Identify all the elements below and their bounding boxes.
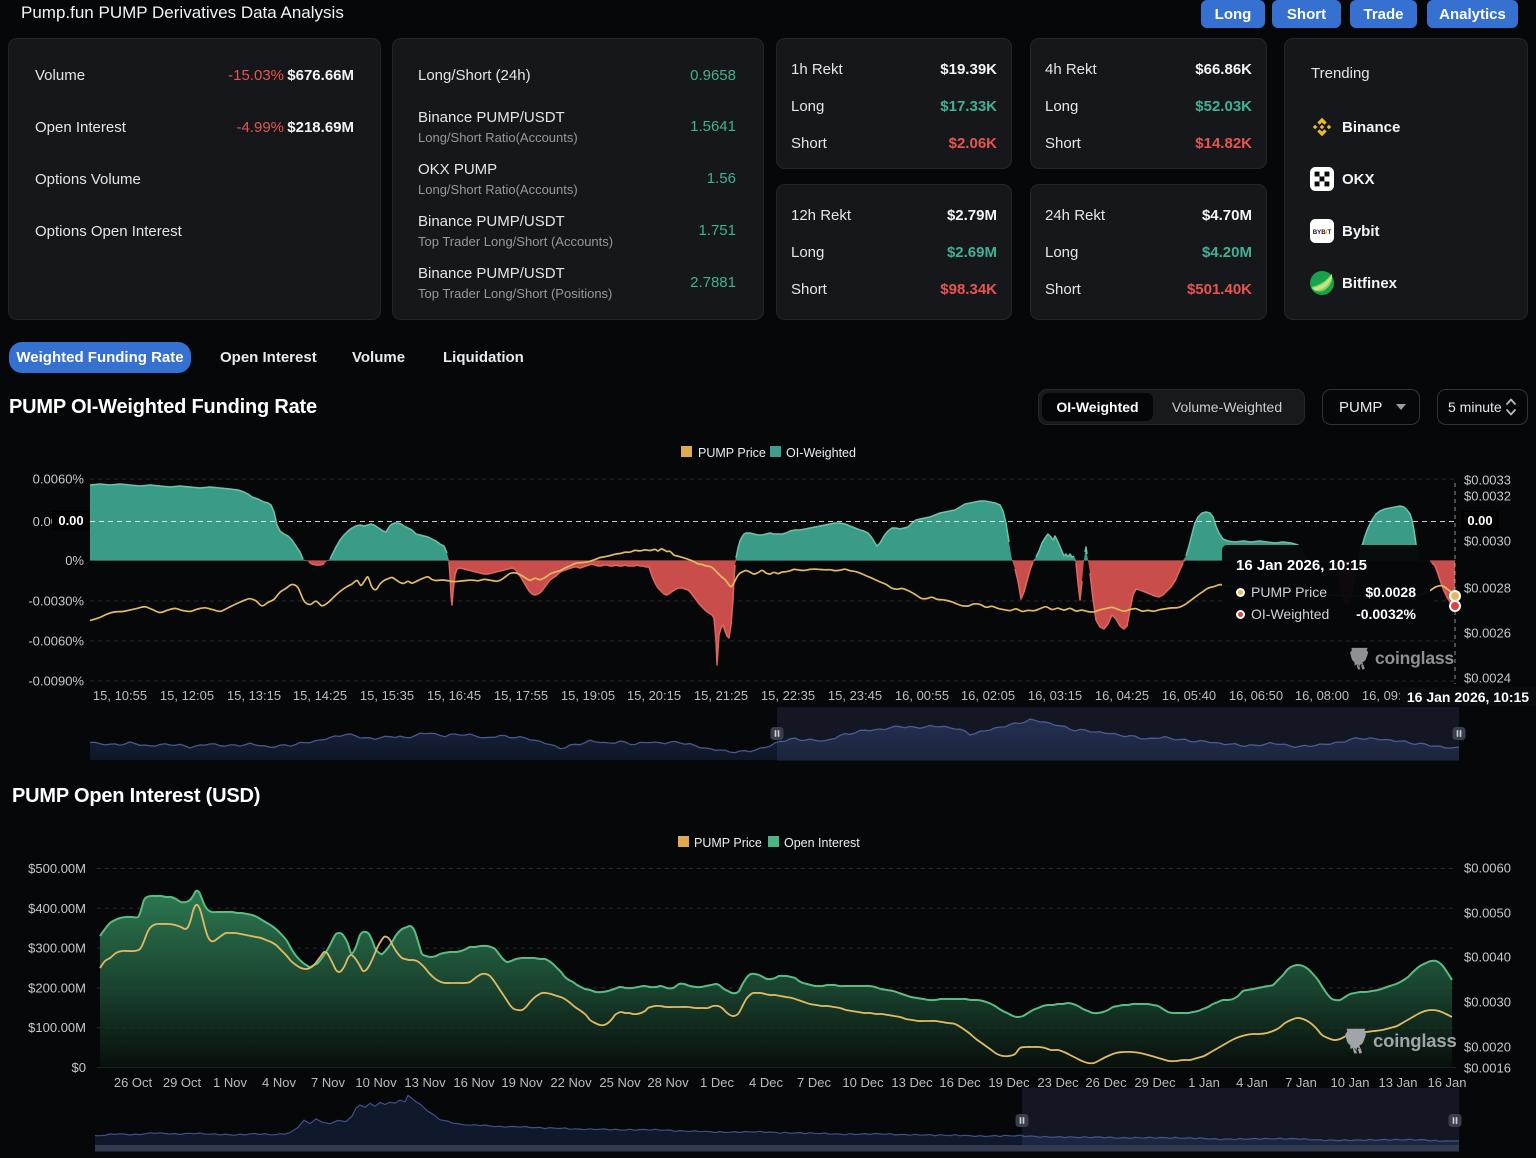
svg-text:$300.00M: $300.00M (28, 941, 86, 956)
svg-text:7 Nov: 7 Nov (311, 1075, 345, 1090)
svg-text:15, 12:05: 15, 12:05 (160, 688, 214, 703)
svg-text:$400.00M: $400.00M (28, 901, 86, 916)
svg-text:15, 15:35: 15, 15:35 (360, 688, 414, 703)
svg-text:15, 13:15: 15, 13:15 (227, 688, 281, 703)
svg-text:1 Jan: 1 Jan (1188, 1075, 1220, 1090)
svg-text:16, 05:40: 16, 05:40 (1162, 688, 1216, 703)
svg-text:15, 21:25: 15, 21:25 (694, 688, 748, 703)
svg-text:0%: 0% (65, 553, 84, 568)
svg-text:15, 14:25: 15, 14:25 (293, 688, 347, 703)
svg-text:$0.0040: $0.0040 (1464, 950, 1511, 965)
svg-text:$0: $0 (72, 1060, 86, 1075)
svg-text:$200.00M: $200.00M (28, 980, 86, 995)
svg-text:16, 00:55: 16, 00:55 (895, 688, 949, 703)
svg-text:10 Nov: 10 Nov (355, 1075, 397, 1090)
svg-text:16, 08:00: 16, 08:00 (1295, 688, 1349, 703)
svg-text:19 Dec: 19 Dec (988, 1075, 1030, 1090)
svg-text:10 Jan: 10 Jan (1330, 1075, 1369, 1090)
svg-text:16, 03:15: 16, 03:15 (1028, 688, 1082, 703)
svg-text:15, 19:05: 15, 19:05 (561, 688, 615, 703)
svg-text:$0.0016: $0.0016 (1464, 1061, 1511, 1076)
svg-text:4 Jan: 4 Jan (1236, 1075, 1268, 1090)
svg-text:$0.0030: $0.0030 (1464, 995, 1511, 1010)
svg-text:16 Jan: 16 Jan (1427, 1075, 1466, 1090)
svg-text:-0.0060%: -0.0060% (28, 634, 84, 649)
svg-text:16, 02:05: 16, 02:05 (961, 688, 1015, 703)
svg-text:15, 16:45: 15, 16:45 (427, 688, 481, 703)
svg-text:BYBIT: BYBIT (1313, 229, 1332, 236)
svg-text:15, 10:55: 15, 10:55 (93, 688, 147, 703)
svg-text:16, 06:50: 16, 06:50 (1229, 688, 1283, 703)
svg-text:0.0060%: 0.0060% (33, 472, 85, 487)
svg-text:7 Dec: 7 Dec (797, 1075, 831, 1090)
svg-text:15, 23:45: 15, 23:45 (828, 688, 882, 703)
svg-text:26 Oct: 26 Oct (114, 1075, 153, 1090)
svg-text:4 Nov: 4 Nov (262, 1075, 296, 1090)
svg-text:16, 04:25: 16, 04:25 (1095, 688, 1149, 703)
svg-text:$500.00M: $500.00M (28, 861, 86, 876)
svg-text:23 Dec: 23 Dec (1037, 1075, 1079, 1090)
svg-text:$0.0033: $0.0033 (1464, 473, 1511, 488)
svg-text:$100.00M: $100.00M (28, 1020, 86, 1035)
svg-text:7 Jan: 7 Jan (1285, 1075, 1317, 1090)
svg-text:29 Dec: 29 Dec (1134, 1075, 1176, 1090)
svg-text:16 Nov: 16 Nov (453, 1075, 495, 1090)
svg-text:22 Nov: 22 Nov (550, 1075, 592, 1090)
svg-text:$0.0030: $0.0030 (1464, 534, 1511, 549)
svg-text:-0.0030%: -0.0030% (28, 594, 84, 609)
svg-text:19 Nov: 19 Nov (501, 1075, 543, 1090)
svg-text:10 Dec: 10 Dec (842, 1075, 884, 1090)
svg-text:1 Nov: 1 Nov (213, 1075, 247, 1090)
svg-text:16 Dec: 16 Dec (939, 1075, 981, 1090)
svg-text:$0.0020: $0.0020 (1464, 1040, 1511, 1055)
svg-text:15, 22:35: 15, 22:35 (761, 688, 815, 703)
svg-text:$0.0032: $0.0032 (1464, 489, 1511, 504)
svg-text:26 Dec: 26 Dec (1085, 1075, 1127, 1090)
svg-text:$0.0050: $0.0050 (1464, 906, 1511, 921)
svg-text:28 Nov: 28 Nov (647, 1075, 689, 1090)
svg-text:4 Dec: 4 Dec (749, 1075, 783, 1090)
svg-text:$0.0026: $0.0026 (1464, 626, 1511, 641)
svg-text:29 Oct: 29 Oct (163, 1075, 202, 1090)
svg-text:13 Dec: 13 Dec (891, 1075, 933, 1090)
svg-text:15, 20:15: 15, 20:15 (627, 688, 681, 703)
svg-text:$0.0060: $0.0060 (1464, 861, 1511, 876)
svg-text:25 Nov: 25 Nov (599, 1075, 641, 1090)
svg-text:1 Dec: 1 Dec (700, 1075, 734, 1090)
svg-text:$0.0024: $0.0024 (1464, 671, 1511, 686)
svg-text:-0.0090%: -0.0090% (28, 674, 84, 689)
svg-text:$0.0028: $0.0028 (1464, 581, 1511, 596)
svg-text:15, 17:55: 15, 17:55 (494, 688, 548, 703)
svg-text:13 Jan: 13 Jan (1378, 1075, 1417, 1090)
svg-text:13 Nov: 13 Nov (404, 1075, 446, 1090)
